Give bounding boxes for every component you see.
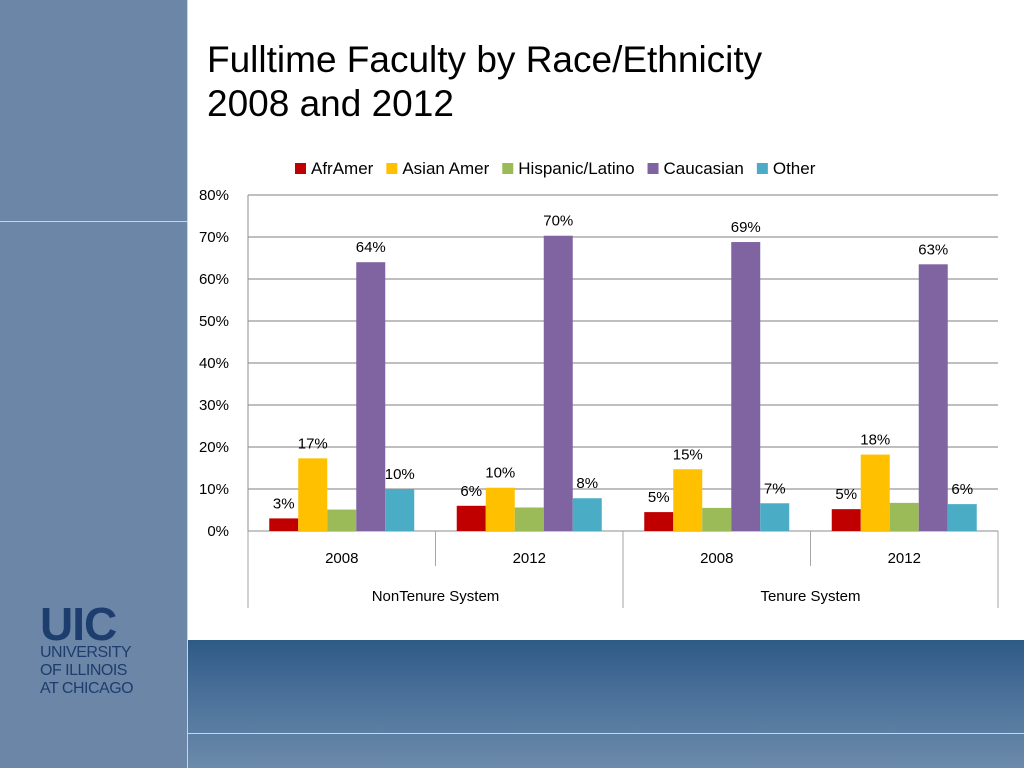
- y-tick-label: 0%: [207, 523, 229, 540]
- bar: [702, 507, 732, 531]
- sidebar-divider-line: [0, 221, 187, 222]
- y-tick-label: 20%: [199, 439, 229, 456]
- y-tick-label: 60%: [199, 271, 229, 288]
- y-tick-label: 40%: [199, 355, 229, 372]
- slide-title-line-1: Fulltime Faculty by Race/Ethnicity: [207, 39, 763, 80]
- bar: [860, 454, 890, 531]
- data-label: 8%: [576, 475, 598, 492]
- bar: [831, 509, 861, 531]
- data-label: 15%: [673, 446, 703, 463]
- legend-swatch: [756, 163, 768, 174]
- legend-swatch: [647, 163, 659, 174]
- bar: [543, 235, 573, 531]
- y-tick-label: 10%: [199, 481, 229, 498]
- data-label: 7%: [764, 480, 786, 497]
- legend-swatch: [386, 163, 398, 174]
- data-label: 5%: [835, 486, 857, 503]
- university-logo: UIC UNIVERSITY OF ILLINOIS AT CHICAGO: [40, 598, 150, 698]
- logo-line-1: UNIVERSITY: [40, 644, 132, 661]
- bar: [514, 507, 544, 531]
- slide-title-line-2: 2008 and 2012: [207, 83, 454, 124]
- footer-divider-line: [188, 733, 1024, 734]
- bar: [298, 458, 328, 531]
- data-label: 63%: [918, 241, 948, 258]
- y-tick-label: 50%: [199, 313, 229, 330]
- data-label: 6%: [951, 481, 973, 498]
- x-group-label: Tenure System: [760, 588, 860, 605]
- data-label: 18%: [860, 432, 890, 449]
- bar: [456, 505, 486, 531]
- x-tick-label: 2008: [325, 550, 358, 567]
- bar: [485, 487, 515, 531]
- bar: [572, 498, 602, 531]
- data-label: 10%: [485, 465, 515, 482]
- bar: [918, 264, 948, 531]
- logo-line-3: AT CHICAGO: [40, 680, 134, 697]
- legend-label: Caucasian: [664, 159, 744, 178]
- footer-band: [188, 640, 1024, 768]
- bar: [731, 242, 761, 531]
- y-tick-label: 80%: [199, 187, 229, 204]
- bar: [673, 469, 703, 531]
- bar: [947, 504, 977, 531]
- data-label: 69%: [731, 219, 761, 236]
- bar-chart: AfrAmer Asian Amer Hispanic/Latino Caucasia…: [199, 159, 999, 608]
- legend-swatch: [295, 163, 306, 174]
- y-axis: 0% 10% 20% 30% 40% 50% 60% 70% 80%: [199, 187, 249, 540]
- sidebar-panel: [0, 0, 187, 768]
- x-tick-label: 2012: [888, 550, 921, 567]
- y-tick-label: 70%: [199, 229, 229, 246]
- sidebar-edge-line: [187, 0, 188, 768]
- data-label: 5%: [648, 489, 670, 506]
- logo-abbrev: UIC: [40, 598, 117, 650]
- slide-title: Fulltime Faculty by Race/Ethnicity 2008 …: [207, 38, 762, 126]
- data-label: 10%: [385, 466, 415, 483]
- bar: [327, 509, 357, 531]
- chart-bars: [269, 235, 977, 531]
- data-label: 6%: [460, 483, 482, 500]
- legend-label: Hispanic/Latino: [518, 159, 634, 178]
- legend-label: Other: [773, 159, 816, 178]
- x-axis: 2008 2012 2008 2012 NonTenure System Tenure S…: [247, 531, 999, 608]
- bar: [385, 489, 415, 531]
- logo-line-2: OF ILLINOIS: [40, 662, 127, 679]
- x-tick-label: 2008: [700, 550, 733, 567]
- bar: [760, 503, 790, 531]
- bar: [889, 502, 919, 531]
- chart-legend: AfrAmer Asian Amer Hispanic/Latino Caucasia…: [295, 159, 816, 178]
- x-group-label: NonTenure System: [372, 588, 500, 605]
- legend-swatch: [502, 163, 514, 174]
- data-label: 17%: [298, 435, 328, 452]
- data-label: 70%: [543, 213, 573, 230]
- x-tick-label: 2012: [513, 550, 546, 567]
- bar: [644, 512, 674, 531]
- bar: [356, 262, 386, 531]
- chart-data-labels: 3% 6% 5% 5% 17% 10% 15% 18% 64% 70% 69% 63% 10% 8% 7% 6…: [273, 213, 973, 513]
- legend-label: AfrAmer: [311, 159, 374, 178]
- y-tick-label: 30%: [199, 397, 229, 414]
- data-label: 3%: [273, 495, 295, 512]
- bar: [269, 518, 299, 531]
- legend-label: Asian Amer: [402, 159, 489, 178]
- data-label: 64%: [356, 239, 386, 256]
